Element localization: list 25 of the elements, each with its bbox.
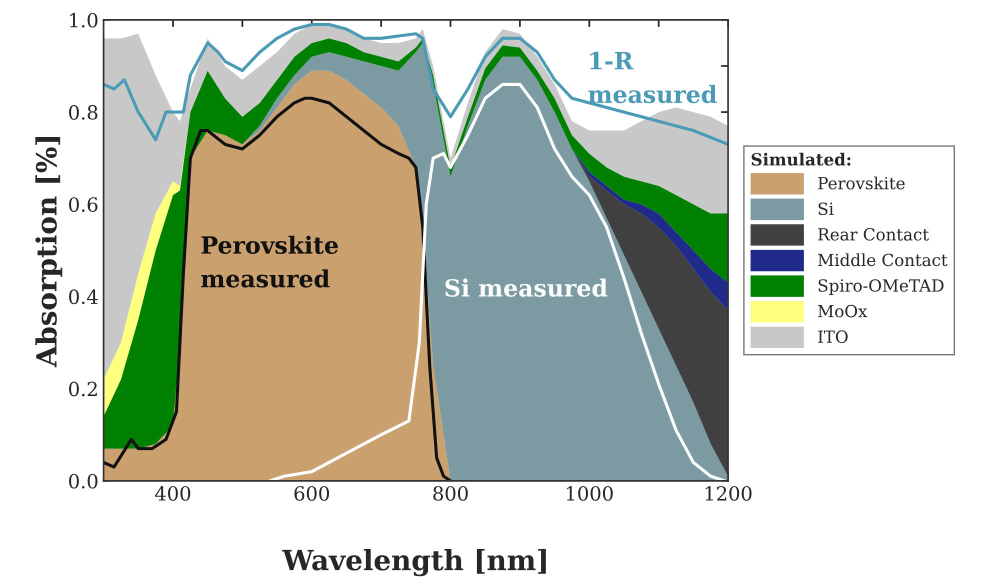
legend-title: Simulated: — [752, 152, 850, 166]
y-tick-label: 1.0 — [70, 12, 98, 28]
legend-label: Spiro-OMeTAD — [818, 279, 944, 296]
x-tick-label: 1200 — [706, 486, 752, 501]
x-tick-label: 800 — [433, 486, 468, 501]
y-axis-title: Absorption [%] — [35, 137, 62, 368]
legend-label: ITO — [818, 330, 848, 343]
legend-label: Middle Contact — [818, 253, 948, 266]
x-tick-label: 400 — [155, 486, 190, 501]
line-series — [104, 22, 728, 146]
y-tick-label: 0.2 — [69, 382, 97, 396]
legend-label: MoOx — [818, 304, 868, 318]
y-tick-label: 0.6 — [69, 197, 98, 212]
series-label: 1-R measured — [588, 52, 717, 104]
x-tick-label: 600 — [294, 486, 330, 501]
y-tick-label: 0.4 — [69, 289, 98, 304]
legend-label: Si — [818, 202, 834, 216]
legend-label: Rear Contact — [818, 228, 929, 241]
y-tick-label: 0.0 — [69, 474, 98, 489]
legend-label: Perovskite — [818, 176, 905, 190]
x-tick-label: 1000 — [566, 486, 613, 501]
series-label: Perovskite measured — [201, 236, 338, 288]
y-tick-label: 0.8 — [69, 105, 98, 120]
series-label: Si measured — [445, 278, 608, 297]
x-axis-title: Wavelength [nm] — [282, 548, 546, 576]
